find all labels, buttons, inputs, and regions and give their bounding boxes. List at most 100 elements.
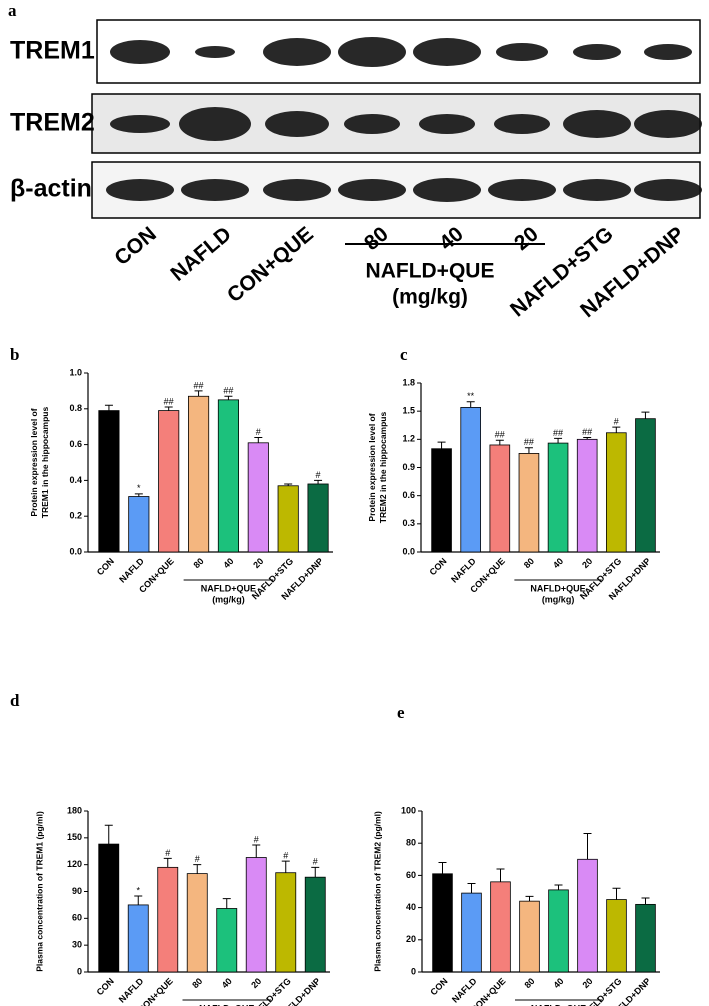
lane-label: 80 xyxy=(360,222,393,255)
blot-band xyxy=(494,114,550,134)
significance-mark: # xyxy=(165,848,170,858)
bar xyxy=(577,858,598,973)
error-bar xyxy=(193,864,202,874)
y-tick-label: 0.0 xyxy=(402,546,415,556)
blot-bands xyxy=(106,37,702,202)
y-tick-label: 180 xyxy=(67,805,82,815)
lane-label: CON xyxy=(110,222,161,270)
blot-band xyxy=(263,38,331,66)
x-tick-label: CON xyxy=(427,556,448,577)
error-bar xyxy=(496,868,505,882)
lane-label: CON+QUE xyxy=(223,222,318,307)
blot-band xyxy=(644,44,692,60)
blot-band xyxy=(265,111,329,137)
bar xyxy=(431,448,452,553)
x-tick-label: 80 xyxy=(190,976,204,990)
y-axis-label: TREM1 in the hippocampus xyxy=(40,407,50,519)
bar xyxy=(548,889,569,973)
error-bar xyxy=(554,884,563,890)
x-tick-label: 40 xyxy=(551,976,565,990)
group-unit: (mg/kg) xyxy=(392,286,468,309)
y-tick-label: 1.8 xyxy=(402,377,415,387)
error-bar xyxy=(311,866,320,878)
group-label: NAFLD+QUE xyxy=(199,1003,254,1006)
blot-band xyxy=(338,37,406,67)
y-tick-label: 0 xyxy=(411,966,416,976)
bar xyxy=(127,904,149,973)
y-tick-label: 60 xyxy=(72,913,82,923)
y-tick-label: 0 xyxy=(77,966,82,976)
error-bar xyxy=(612,887,621,900)
y-tick-label: 100 xyxy=(401,805,416,815)
x-tick-label: 40 xyxy=(221,556,235,570)
blot-band xyxy=(110,40,170,64)
error-bar xyxy=(467,882,476,894)
panel-label: c xyxy=(400,345,408,364)
blot-band xyxy=(488,179,556,201)
y-tick-label: 0.0 xyxy=(69,546,82,556)
y-tick-label: 0.9 xyxy=(402,462,415,472)
panel-label: b xyxy=(10,345,19,364)
significance-mark: # xyxy=(195,854,200,864)
y-axis-label: Plasma concentration of TREM2 (pg/ml) xyxy=(372,811,382,972)
y-tick-label: 20 xyxy=(406,934,416,944)
error-bar xyxy=(254,436,263,443)
error-bar xyxy=(495,439,504,445)
bar xyxy=(490,881,511,973)
lane-label: 20 xyxy=(510,222,543,255)
bar xyxy=(518,453,540,553)
error-bar xyxy=(104,824,113,845)
x-tick-label: NAFLD xyxy=(449,556,478,585)
x-tick-label: 20 xyxy=(580,556,594,570)
x-tick-label: 80 xyxy=(522,556,536,570)
blot-row-label: TREM2 xyxy=(10,109,95,137)
panel-label: d xyxy=(10,691,20,710)
y-tick-label: 80 xyxy=(406,838,416,848)
significance-mark: ## xyxy=(524,437,534,447)
bar xyxy=(247,442,269,553)
x-tick-label: 20 xyxy=(249,976,263,990)
blot-row-label: β-actin xyxy=(10,175,92,203)
bar xyxy=(245,857,267,973)
lane-label: NAFLD xyxy=(166,222,235,285)
bar xyxy=(489,444,511,553)
x-tick-label: CON xyxy=(428,976,449,997)
bar xyxy=(275,872,297,973)
error-bar xyxy=(104,404,113,411)
blot-band xyxy=(344,114,400,134)
x-tick-label: NAFLD xyxy=(450,976,479,1005)
error-bar xyxy=(194,390,203,397)
bar xyxy=(635,418,656,553)
bar xyxy=(304,876,326,973)
bar xyxy=(217,399,239,553)
blot-band xyxy=(496,43,548,61)
y-tick-label: 0.6 xyxy=(69,439,82,449)
bar xyxy=(277,485,299,553)
group-label: NAFLD+QUE xyxy=(201,583,256,593)
significance-mark: * xyxy=(136,885,140,895)
lane-label: 40 xyxy=(435,222,468,255)
bar xyxy=(606,899,627,973)
significance-mark: # xyxy=(614,417,619,427)
blot-band xyxy=(563,110,631,138)
x-tick-label: 40 xyxy=(220,976,234,990)
y-tick-label: 0.6 xyxy=(402,490,415,500)
error-bar xyxy=(284,483,293,486)
x-tick-label: NAFLD xyxy=(117,976,146,1005)
group-label: NAFLD+QUE xyxy=(530,583,585,593)
y-tick-label: 1.5 xyxy=(402,406,415,416)
y-axis-label: Protein expression level of xyxy=(367,413,377,521)
x-tick-label: CON xyxy=(95,556,116,577)
blot-band xyxy=(106,179,174,201)
bar xyxy=(519,900,540,973)
y-tick-label: 60 xyxy=(406,870,416,880)
bar xyxy=(606,432,627,553)
x-tick-label: NAFLD xyxy=(117,556,146,585)
y-tick-label: 0.8 xyxy=(69,403,82,413)
error-bar xyxy=(525,895,534,902)
significance-mark: ## xyxy=(194,380,204,390)
y-axis-label: Plasma concentration of TREM1 (pg/ml) xyxy=(34,811,44,972)
error-bar xyxy=(641,897,650,905)
significance-mark: # xyxy=(283,850,288,860)
